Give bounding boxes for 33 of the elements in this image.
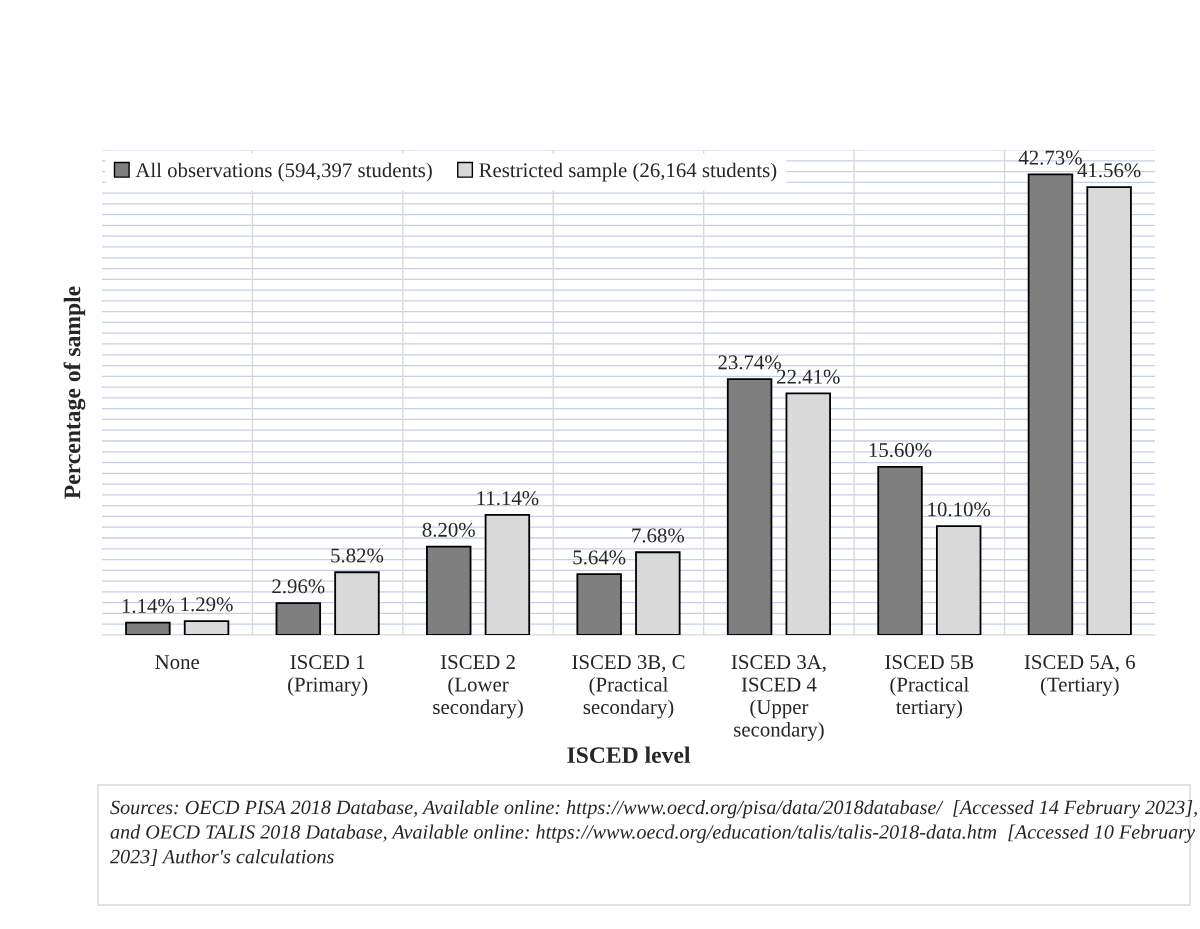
data-label: 7.68% <box>632 528 685 543</box>
data-label: 5.64% <box>573 550 626 565</box>
bar <box>877 465 923 635</box>
bar <box>426 545 472 635</box>
source-note: Sources: OECD PISA 2018 Database, Available online: https://www.oecd.org/pisa/data/2018database/ [Accessed 14 February 2023], and OECD TALIS 2018 Database, Available online: https://www.oecd.org/education/talis/talis-2018-data.htm [Accessed 10 February 2023] Author's calculations <box>110 800 1197 866</box>
x-tick-label: ISCED 2 (Lower secondary) <box>433 655 523 719</box>
legend-label: Restricted sample (26,164 students) <box>479 162 777 182</box>
legend-label: All observations (594,397 students) <box>135 162 432 182</box>
bar <box>576 573 622 635</box>
data-label: 23.74% <box>718 355 781 370</box>
x-tick-label: ISCED 3B, C (Practical secondary) <box>572 655 685 719</box>
x-tick-label: ISCED 5A, 6 (Tertiary) <box>1024 655 1136 696</box>
x-tick-label: ISCED 3A, ISCED 4 (Upper secondary) <box>731 655 826 741</box>
data-label: 42.73% <box>1018 150 1082 165</box>
data-label: 41.56% <box>1077 163 1141 178</box>
x-tick-label: ISCED 5B (Practical tertiary) <box>885 655 974 719</box>
data-label: 1.14% <box>122 598 175 614</box>
data-label: 22.41% <box>777 369 840 384</box>
data-label: 1.29% <box>181 597 233 612</box>
bar <box>125 621 171 635</box>
bar <box>275 602 322 635</box>
x-tick-label: ISCED 1 (Primary) <box>288 655 368 696</box>
y-axis-title: Percentage of sample <box>63 286 86 499</box>
bar <box>1027 173 1074 635</box>
data-label: 8.20% <box>422 522 475 537</box>
data-label: 11.14% <box>477 491 539 506</box>
data-label: 5.82% <box>331 548 384 563</box>
data-label: 10.10% <box>928 502 991 517</box>
data-label: 2.96% <box>272 579 325 594</box>
data-label: 15.60% <box>869 443 932 458</box>
x-axis-title: ISCED level <box>567 746 691 764</box>
x-tick-label: None <box>155 655 200 670</box>
bar <box>726 378 773 635</box>
